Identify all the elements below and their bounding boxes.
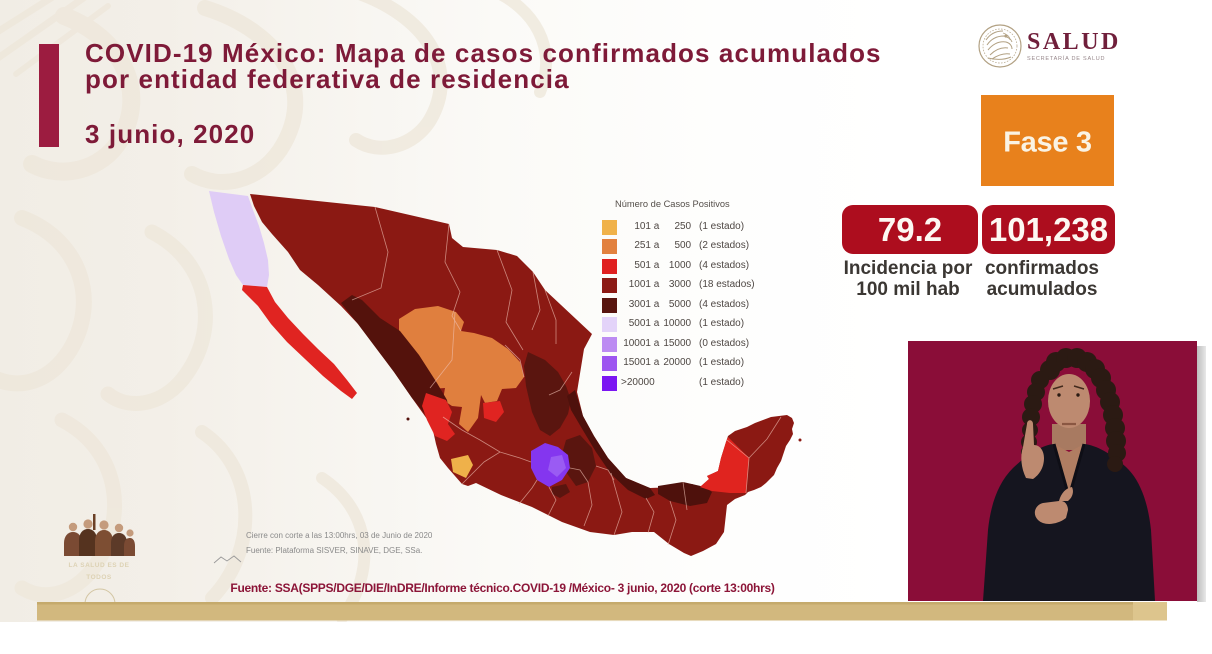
svg-text:LA SALUD ES DE: LA SALUD ES DE	[69, 562, 130, 569]
svg-text:TODOS: TODOS	[86, 574, 112, 581]
